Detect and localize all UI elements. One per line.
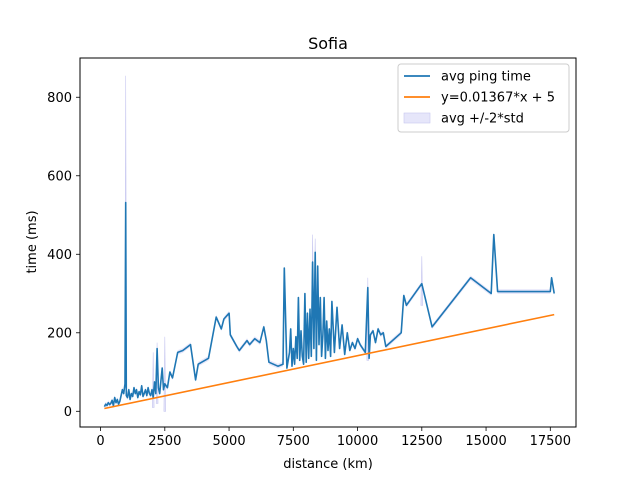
legend: avg ping time y=0.01367*x + 5 avg +/-2*std xyxy=(397,63,570,133)
y-tick-label: 200 xyxy=(47,326,72,341)
legend-label: avg ping time xyxy=(441,70,531,85)
x-tick-label: 15000 xyxy=(465,434,506,449)
y-axis-ticks: 0 200 400 600 800 xyxy=(47,91,80,420)
x-tick-label: 12500 xyxy=(401,434,442,449)
y-tick-label: 800 xyxy=(47,91,72,106)
std-band-spike xyxy=(163,336,167,412)
legend-box xyxy=(397,63,570,133)
y-tick-label: 0 xyxy=(64,405,72,420)
x-axis-ticks: 0 2500 5000 7500 10000 12500 15000 17500 xyxy=(96,427,571,449)
std-band-spike xyxy=(420,256,424,306)
axes-frame xyxy=(79,57,577,428)
fit-line xyxy=(104,313,555,410)
x-tick-label: 17500 xyxy=(530,434,571,449)
x-tick-label: 0 xyxy=(96,434,104,449)
y-tick-label: 400 xyxy=(47,248,72,263)
x-tick-label: 2500 xyxy=(148,434,181,449)
avg-ping-line xyxy=(103,201,555,407)
series-lines xyxy=(103,201,555,410)
x-tick-label: 10000 xyxy=(337,434,378,449)
x-axis-label: distance (km) xyxy=(283,457,373,472)
legend-swatch xyxy=(403,112,431,124)
x-tick-label: 5000 xyxy=(213,434,246,449)
x-tick-label: 7500 xyxy=(277,434,310,449)
legend-label: y=0.01367*x + 5 xyxy=(441,91,555,106)
y-tick-label: 600 xyxy=(47,169,72,184)
y-axis-label: time (ms) xyxy=(25,210,40,273)
chart-title: Sofia xyxy=(308,34,348,53)
plot-area xyxy=(79,57,577,428)
legend-label: avg +/-2*std xyxy=(441,112,524,127)
